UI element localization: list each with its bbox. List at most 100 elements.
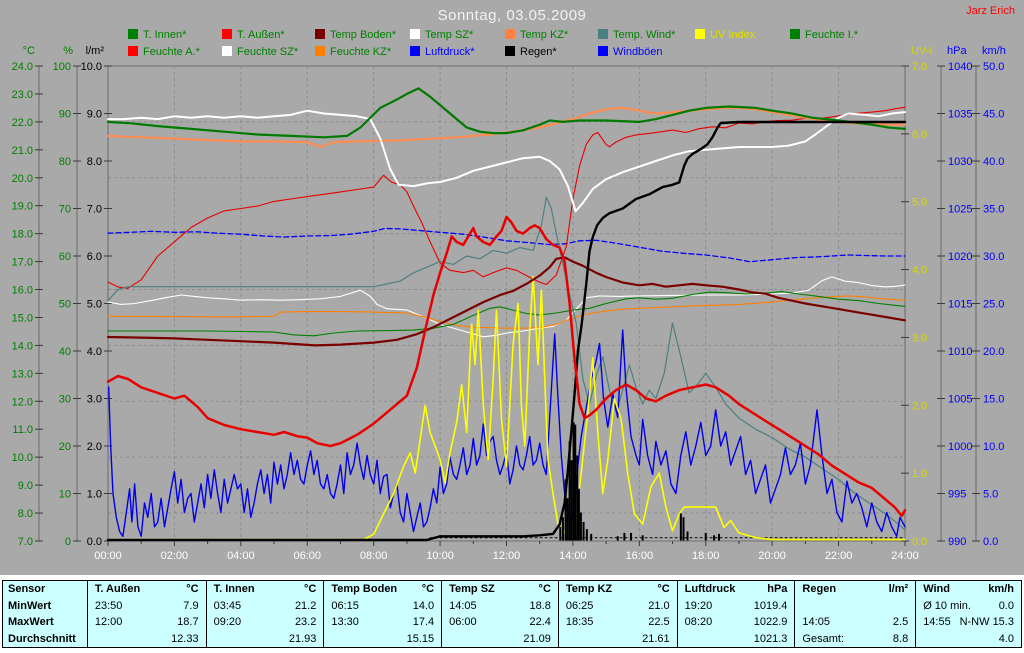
axis-tick-label: 9.0 (18, 480, 33, 492)
legend-item-t-innen: T. Innen* (128, 29, 186, 41)
axis-tick-label: 8.0 (18, 508, 33, 520)
table-row-label: Sensor (3, 581, 87, 598)
axis-unit-label: km/h (982, 45, 1006, 57)
series-feuchte-sz (107, 276, 906, 338)
axis-tick-label: 20.0 (983, 346, 1004, 358)
axis-kmh: km/h 50.0 45.0 40.0 35.0 30.0 25.0 20.0 15.0 10.0… (972, 45, 1006, 548)
axis-tick-label: 1010 (948, 346, 972, 358)
time-tick-label: 04:00 (227, 550, 255, 562)
axis-tick-label: 1005 (948, 394, 972, 406)
axis-tick-label: 7.0 (87, 204, 102, 216)
sensor-unit: km/h (988, 583, 1014, 596)
axis-tick-label: 6.0 (87, 251, 102, 263)
table-row-label: Durchschnitt (3, 631, 87, 648)
table-row: 08:20 1022.9 (678, 614, 795, 631)
sensor-name: Temp KZ (565, 583, 613, 596)
time-tick-label: 24:00 (891, 550, 919, 562)
legend-label: UV Index (710, 29, 756, 41)
axis-tick-label: 21.0 (12, 145, 33, 157)
axis-tick-label: 14.0 (12, 340, 33, 352)
table-row: 19:20 1019.4 (678, 598, 795, 615)
axis-hpa: hPa 1040 1035 1030 1025 1020 1015 1010 1005 1000 9… (937, 45, 972, 548)
sensor-name: Regen (802, 583, 837, 596)
avg-value: 21.93 (288, 632, 317, 645)
legend-item-luftdruck: Luftdruck* (410, 46, 475, 58)
table-row: T. Außen °C (88, 581, 206, 598)
table-row: 18:35 22.5 (559, 614, 677, 631)
axis-unit-label: hPa (947, 45, 967, 57)
axis-tick-label: 990 (948, 536, 966, 548)
axis-tick-label: 100 (53, 61, 71, 73)
axis-tick-label: 23.0 (12, 89, 33, 101)
table-column-temp-sz: Temp SZ °C 14:05 18.8 06:00 22.4 21.09 (442, 581, 559, 647)
page-title: Sonntag, 03.05.2009 (437, 7, 587, 24)
table-row: Ø 10 min. 0.0 (916, 598, 1021, 615)
legend-label: Feuchte A.* (143, 46, 200, 58)
table-column-t-au-en: T. Außen °C 23:50 7.9 12:00 18.7 12.33 (88, 581, 207, 647)
axis-lm2: l/m² 10.0 9.0 8.0 7.0 6.0 5.0 4.0 3.0 2.0 1.0 0.0 (81, 45, 112, 548)
feuchte-i-swatch-icon (790, 29, 800, 39)
rain-bars (559, 422, 721, 541)
axis-tick-label: 45.0 (983, 109, 1004, 121)
max-value: 18.7 (177, 616, 199, 629)
sensor-name: T. Außen (94, 583, 141, 596)
axis-unit-label: UV-I (911, 45, 932, 57)
axis-unit-label: % (63, 45, 73, 57)
axis-tick-label: 7.0 (18, 536, 33, 548)
legend-label: T. Innen* (143, 29, 187, 41)
axis-tick-label: 10.0 (983, 441, 1004, 453)
avg-value: 4.0 (998, 632, 1014, 645)
legend-label: Temp SZ* (425, 29, 474, 41)
axis-tick-label: 60 (59, 251, 71, 263)
series-t-innen (106, 87, 907, 139)
min-time: Ø 10 min. (923, 599, 971, 612)
max-time: 09:20 (213, 616, 242, 629)
table-row: Wind km/h (916, 581, 1021, 598)
temp-sz-swatch-icon (410, 29, 420, 39)
table-row: 23:50 7.9 (88, 598, 206, 615)
min-value: 21.2 (294, 599, 317, 612)
sensor-name: Temp SZ (449, 583, 495, 596)
sensor-name: Luftdruck (684, 583, 736, 596)
min-time: 06:15 (331, 599, 359, 612)
sensor-unit: l/m² (888, 583, 909, 596)
axis-tick-label: 1000 (948, 441, 972, 453)
time-tick-label: 12:00 (493, 550, 521, 562)
legend-item-temp-sz: Temp SZ* (410, 29, 473, 41)
weather-chart-svg: °C 24.0 23.0 22.0 21.0 20.0 19.0 18.0 17.0 16.0 15… (12, 45, 1006, 562)
legend-label: T. Außen* (237, 29, 285, 41)
table-row: 14:05 18.8 (442, 598, 558, 615)
stats-band: Sensor MinWert MaxWert Durchschnitt T. Außen… (0, 575, 1024, 653)
legend-item-windb-en: Windböen (598, 46, 663, 58)
axis-tick-label: 12.0 (12, 396, 33, 408)
row-label: Durchschnitt (8, 632, 76, 645)
max-time: 12:00 (94, 616, 123, 629)
table-row: Luftdruck hPa (678, 581, 795, 598)
max-value: N-NW 15.3 (959, 616, 1014, 629)
min-time: 03:45 (213, 599, 242, 612)
series-feuchte-kz (107, 295, 906, 329)
temp-boden-swatch-icon (315, 29, 325, 39)
avg-value: 8.8 (892, 632, 909, 645)
table-row: Temp KZ °C (559, 581, 677, 598)
legend-item-feuchte-a: Feuchte A.* (128, 46, 200, 58)
table-row: 12:00 18.7 (88, 614, 206, 631)
axis-tick-label: 50 (59, 299, 71, 311)
feuchte-a-swatch-icon (128, 46, 138, 56)
feuchte-sz-swatch-icon (222, 46, 232, 56)
axis-tick-label: 1.0 (912, 468, 927, 480)
axis-tick-label: 0.0 (87, 536, 102, 548)
series-uv-index (107, 275, 906, 541)
legend-label: Feuchte KZ* (330, 46, 392, 58)
sensor-unit: °C (657, 583, 670, 596)
avg-value: 15.15 (406, 632, 435, 645)
table-row (795, 598, 915, 615)
legend-item-feuchte-i: Feuchte I.* (790, 29, 858, 41)
axis-tick-label: 1040 (948, 61, 972, 73)
axis-tick-label: 3.0 (87, 394, 102, 406)
table-column-t-innen: T. Innen °C 03:45 21.2 09:20 23.2 21.93 (207, 581, 325, 647)
axis-tick-label: 5.0 (912, 197, 927, 209)
axis-tick-label: 20 (59, 441, 71, 453)
series-group (106, 87, 907, 542)
max-value: 22.4 (529, 616, 551, 629)
